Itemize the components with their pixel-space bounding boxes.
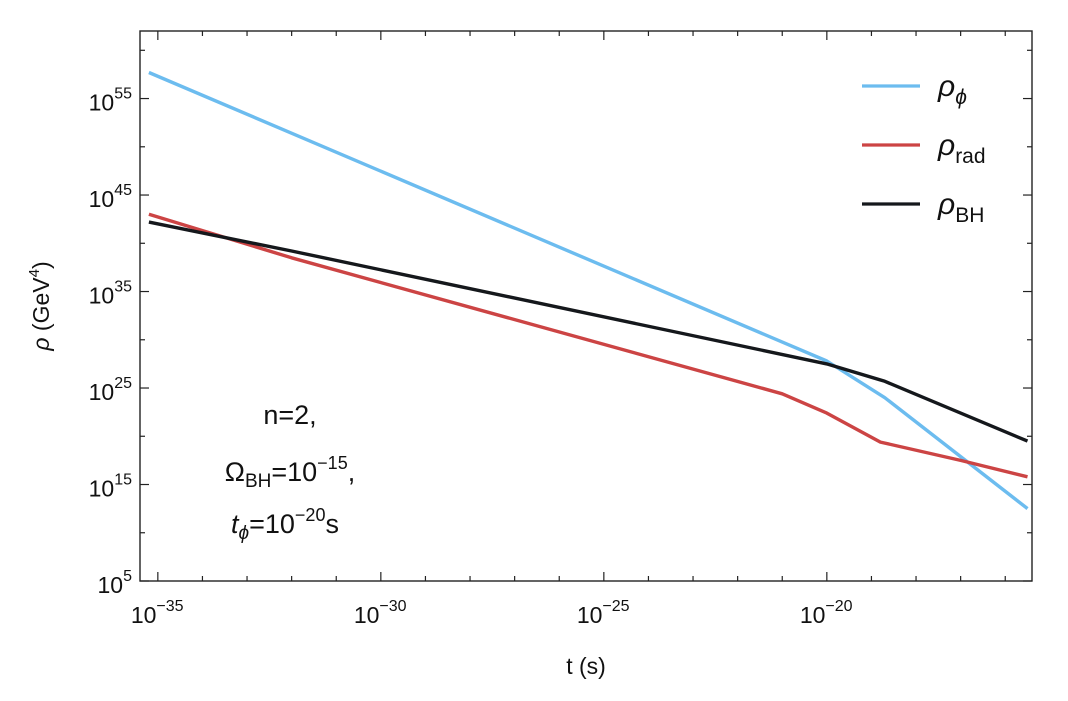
annotation-line-omega: ΩBH=10−15, xyxy=(225,453,355,492)
x-tick-labels: 10−35 10−30 10−25 10−20 xyxy=(131,598,853,628)
y-tick-label-6: 1055 xyxy=(89,86,132,116)
series-layer xyxy=(148,70,1029,510)
y-axis-label: ρ (GeV4) xyxy=(26,261,54,351)
annotation-line-t: tϕ=10−20s xyxy=(231,505,339,544)
x-tick-label-1: 10−35 xyxy=(131,598,184,628)
series-line-phi xyxy=(148,70,1029,510)
series-line-rad xyxy=(148,212,1028,479)
x-tick-label-4: 10−20 xyxy=(800,598,853,628)
y-tick-label-5: 1045 xyxy=(89,182,132,212)
legend-label-rad: ρrad xyxy=(937,129,986,168)
y-tick-label-4: 1035 xyxy=(89,279,132,309)
legend-label-bh: ρBH xyxy=(937,188,984,227)
x-axis-label: t (s) xyxy=(566,653,606,679)
x-tick-label-3: 10−25 xyxy=(577,598,630,628)
y-tick-label-2: 1015 xyxy=(89,472,132,502)
y-tick-label-3: 1025 xyxy=(89,375,132,405)
annotation: n=2, ΩBH=10−15, tϕ=10−20s xyxy=(225,400,355,544)
plot-frame xyxy=(139,30,1033,582)
series-line-bh xyxy=(148,220,1029,443)
legend: ρϕ ρrad ρBH xyxy=(862,70,986,227)
x-tick-label-2: 10−30 xyxy=(354,598,407,628)
major-ticks xyxy=(140,31,1032,582)
minor-ticks xyxy=(140,31,1032,581)
y-tick-labels: 105 1015 1025 1035 1045 1055 xyxy=(89,86,132,598)
y-tick-label-1: 105 xyxy=(98,568,133,598)
annotation-line-n: n=2, xyxy=(263,400,316,430)
legend-label-phi: ρϕ xyxy=(937,70,967,109)
